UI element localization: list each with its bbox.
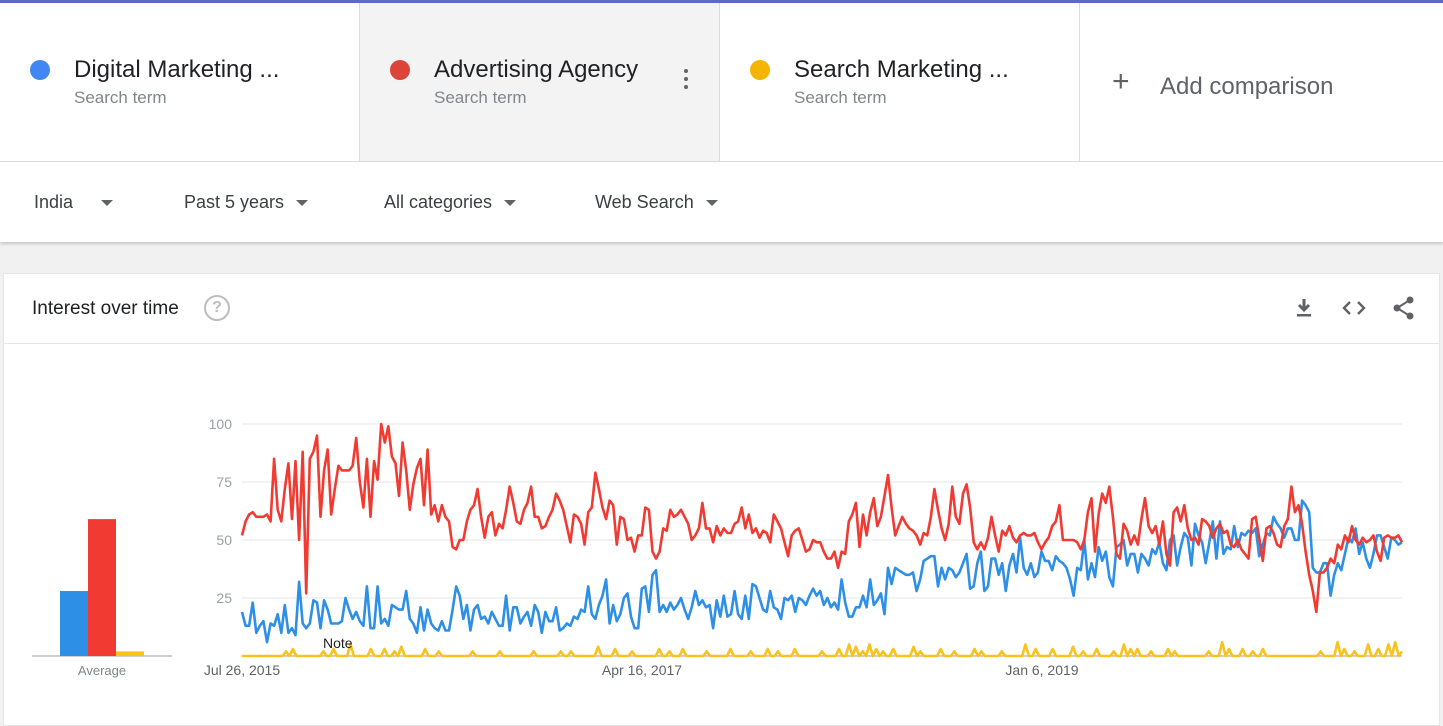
- embed-code-icon[interactable]: [1340, 294, 1368, 322]
- term-type: Search term: [74, 88, 167, 107]
- more-options-icon[interactable]: [683, 69, 689, 93]
- term-color-dot: [750, 60, 770, 80]
- category-value: All categories: [384, 192, 493, 212]
- region-dropdown[interactable]: India: [34, 192, 114, 213]
- add-comparison-button[interactable]: + Add comparison: [1080, 3, 1443, 161]
- help-icon[interactable]: ?: [204, 295, 230, 321]
- y-tick-label: 100: [209, 416, 233, 432]
- term-card-advertising-agency[interactable]: Advertising Agency Search term: [360, 3, 720, 161]
- y-tick-label: 25: [216, 590, 232, 606]
- chevron-down-icon: [101, 199, 114, 206]
- add-comparison-label: Add comparison: [1160, 73, 1334, 100]
- average-bar: [88, 519, 116, 656]
- series-line: [240, 499, 1403, 644]
- y-tick-label: 50: [216, 532, 232, 548]
- series-line: [242, 640, 1404, 658]
- comparison-terms-bar: Digital Marketing ... Search term Advert…: [0, 3, 1443, 162]
- x-tick-label: Apr 16, 2017: [602, 662, 682, 678]
- average-bars: [32, 519, 172, 657]
- term-color-dot: [30, 60, 50, 80]
- top-accent-bar: [0, 0, 1443, 3]
- interest-over-time-card: Interest over time ? Average 100 75 50 25 N…: [3, 273, 1440, 726]
- x-tick-label: Jul 26, 2015: [204, 662, 280, 678]
- plus-icon: +: [1112, 65, 1130, 98]
- series-line: [240, 422, 1404, 614]
- x-axis-labels: Jul 26, 2015 Apr 16, 2017 Jan 6, 2019: [204, 662, 1079, 678]
- term-color-dot: [390, 60, 410, 80]
- filters-bar: India Past 5 years All categories Web Se…: [0, 162, 1443, 242]
- average-label: Average: [78, 663, 126, 678]
- chart-grid: 100 75 50 25: [209, 416, 1402, 657]
- search-type-dropdown[interactable]: Web Search: [595, 192, 718, 213]
- term-name: Advertising Agency: [434, 56, 639, 83]
- card-header: Interest over time ?: [4, 274, 1439, 344]
- interest-chart: Average 100 75 50 25 Note Jul 26, 2015 Apr …: [32, 416, 1404, 678]
- y-tick-label: 75: [216, 474, 232, 490]
- term-type: Search term: [794, 88, 887, 107]
- term-card-search-marketing[interactable]: Search Marketing ... Search term: [720, 3, 1080, 161]
- note-label[interactable]: Note: [323, 635, 353, 651]
- period-value: Past 5 years: [184, 192, 285, 212]
- x-tick-label: Jan 6, 2019: [1005, 662, 1078, 678]
- period-dropdown[interactable]: Past 5 years: [184, 192, 309, 213]
- term-type: Search term: [434, 88, 527, 107]
- chevron-down-icon: [705, 199, 718, 206]
- category-dropdown[interactable]: All categories: [384, 192, 517, 213]
- region-value: India: [34, 192, 74, 212]
- chart-lines: [240, 422, 1404, 658]
- term-card-digital-marketing[interactable]: Digital Marketing ... Search term: [0, 3, 360, 161]
- average-bar: [116, 651, 144, 656]
- chevron-down-icon: [504, 199, 517, 206]
- average-bar: [60, 591, 88, 656]
- download-icon[interactable]: [1290, 294, 1318, 322]
- search-type-value: Web Search: [595, 192, 694, 212]
- term-name: Search Marketing ...: [794, 56, 1009, 83]
- chevron-down-icon: [296, 199, 309, 206]
- card-title: Interest over time: [32, 298, 179, 319]
- term-name: Digital Marketing ...: [74, 56, 280, 83]
- share-icon[interactable]: [1390, 294, 1418, 322]
